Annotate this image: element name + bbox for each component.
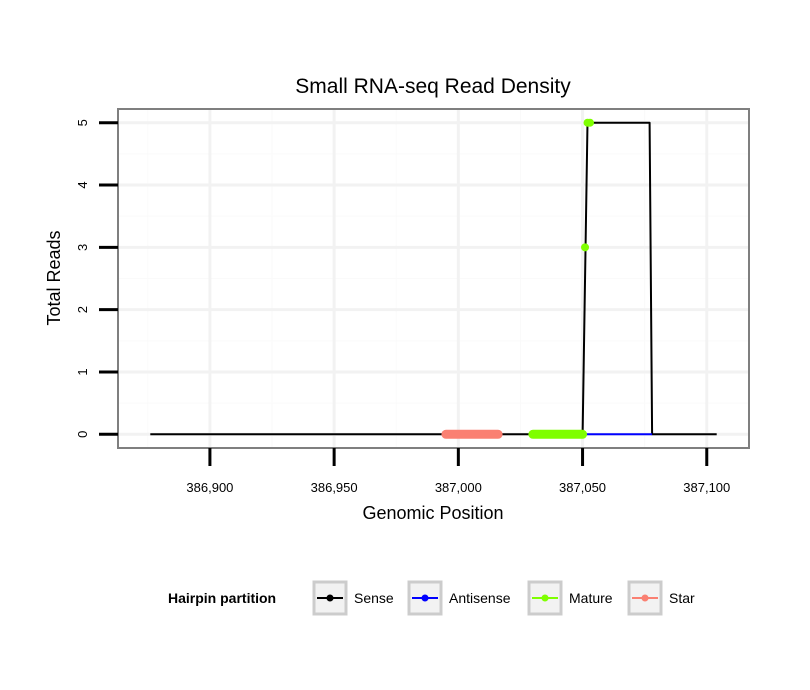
y-tick-label: 3 [75,244,90,251]
legend-point-star [641,594,649,602]
legend-title: Hairpin partition [168,590,276,606]
y-axis-title: Total Reads [44,230,64,325]
series-sense-line [150,121,717,436]
legend-label-mature: Mature [569,590,613,606]
series-layer [150,118,717,439]
legend-point-mature [541,594,549,602]
x-tick-label: 387,000 [435,480,482,495]
x-tick-label: 387,100 [683,480,730,495]
x-axis-title: Genomic Position [362,503,503,523]
series-mature-point [581,243,590,252]
y-tick-label: 5 [75,119,90,126]
x-tick-label: 386,950 [311,480,358,495]
legend-point-antisense [421,594,429,602]
y-tick-label: 2 [75,306,90,313]
plot-panel-border [117,108,750,449]
x-tick-label: 386,900 [186,480,233,495]
axes: 0 1 2 3 4 5 386,900 386,950 387,000 387,050 387,10… [75,119,730,495]
grid [118,109,749,448]
legend-label-antisense: Antisense [449,590,511,606]
y-tick-label: 4 [75,181,90,188]
y-tick-label: 0 [75,431,90,438]
legend: Hairpin partition Sense Antisense Mature St… [168,580,695,616]
y-tick-label: 1 [75,368,90,375]
chart-title: Small RNA-seq Read Density [295,75,571,98]
legend-label-sense: Sense [354,590,394,606]
legend-point-sense [326,594,334,602]
x-tick-label: 387,050 [559,480,606,495]
series-mature-point [586,118,595,127]
legend-label-star: Star [669,590,695,606]
